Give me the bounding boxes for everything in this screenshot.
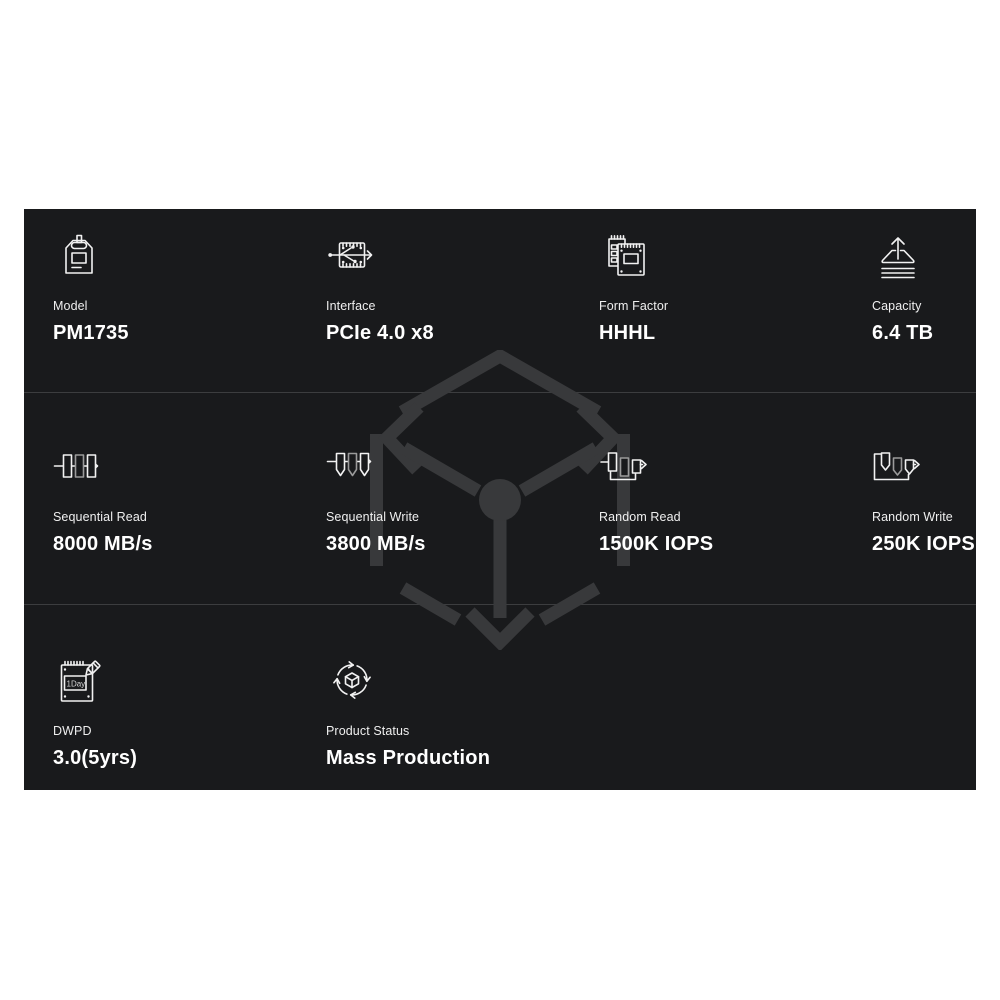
spec-row-2: Sequential Read 8000 MB/s Sequential Wri… — [24, 392, 976, 604]
sequential-write-icon — [326, 452, 372, 477]
random-write-icon — [873, 452, 920, 481]
spec-value: 8000 MB/s — [53, 533, 153, 555]
spec-item-model: Model PM1735 — [53, 227, 326, 392]
spec-label: Random Read — [599, 510, 681, 524]
sequential-read-icon — [53, 454, 99, 478]
spec-value: 3.0(5yrs) — [53, 747, 138, 769]
spec-value: HHHL — [599, 322, 656, 344]
spec-label: DWPD — [53, 724, 92, 738]
spec-value: PCIe 4.0 x8 — [326, 322, 434, 344]
spec-item-random-write: Random Write 250K IOPS — [872, 438, 976, 604]
spec-label: Capacity — [872, 299, 922, 313]
spec-value: 3800 MB/s — [326, 533, 426, 555]
spec-item-dwpd: 1Day DWPD 3.0(5yrs) — [53, 652, 326, 790]
spec-item-product-status: Product Status Mass Production — [326, 652, 599, 790]
spec-label: Random Write — [872, 510, 953, 524]
spec-value: 6.4 TB — [872, 322, 934, 344]
spec-item-random-read: Random Read 1500K IOPS — [599, 438, 872, 604]
spec-panel: Model PM1735 — [24, 209, 976, 790]
spec-value: 1500K IOPS — [599, 533, 714, 555]
tag-icon — [65, 234, 93, 274]
spec-item-form-factor: Form Factor HHHL — [599, 227, 872, 392]
spec-item-sequential-write: Sequential Write 3800 MB/s — [326, 438, 599, 604]
spec-label: Product Status — [326, 724, 410, 738]
calendar-pencil-icon: 1Day — [60, 660, 101, 702]
spec-label: Sequential Write — [326, 510, 420, 524]
capacity-stack-icon — [881, 237, 915, 279]
row-divider — [24, 392, 976, 393]
spec-label: Model — [53, 299, 88, 313]
random-read-icon — [600, 452, 647, 481]
spec-value: 250K IOPS — [872, 533, 975, 555]
spec-value: PM1735 — [53, 322, 129, 344]
chip-interface-icon — [328, 242, 373, 268]
dwpd-icon-text: 1Day — [67, 680, 86, 689]
spec-label: Form Factor — [599, 299, 669, 313]
spec-row-1: Model PM1735 — [24, 209, 976, 392]
spec-row-3: 1Day DWPD 3.0(5yrs) — [24, 604, 976, 790]
spec-item-capacity: Capacity 6.4 TB — [872, 227, 976, 392]
spec-label: Interface — [326, 299, 376, 313]
spec-item-interface: Interface PCIe 4.0 x8 — [326, 227, 599, 392]
cube-watermark-icon — [370, 350, 630, 650]
spec-item-sequential-read: Sequential Read 8000 MB/s — [53, 438, 326, 604]
spec-value: Mass Production — [326, 747, 491, 769]
lifecycle-cube-icon — [333, 661, 371, 699]
add-in-card-icon — [608, 235, 645, 276]
spec-label: Sequential Read — [53, 510, 147, 524]
